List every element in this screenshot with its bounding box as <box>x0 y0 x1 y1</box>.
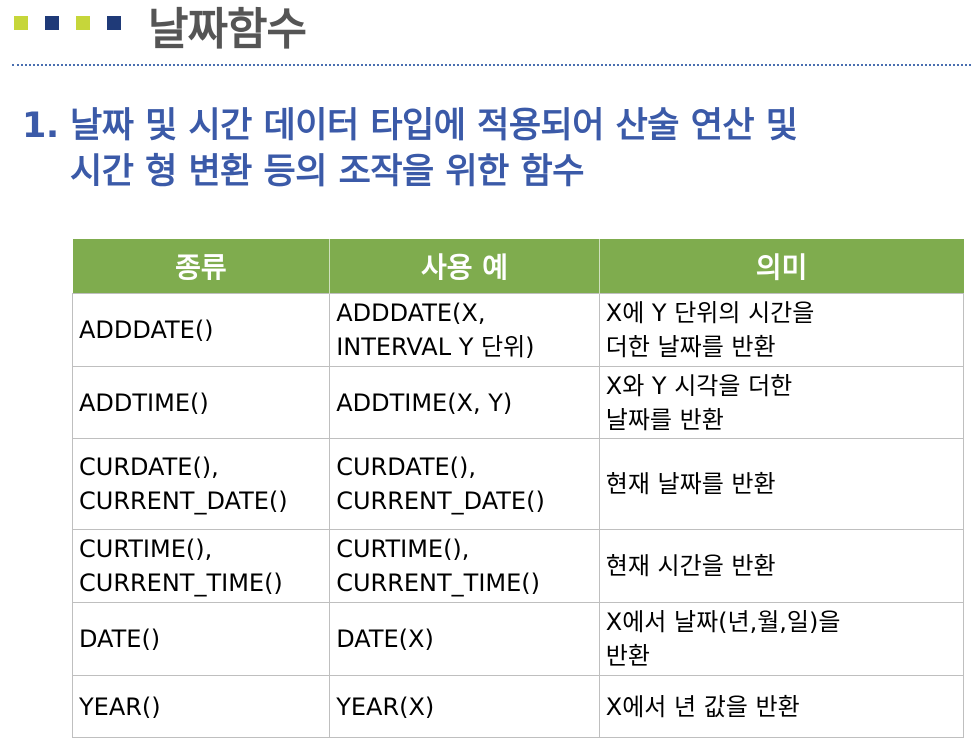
cell-kind: ADDDATE() <box>71 293 331 367</box>
cell-kind: YEAR() <box>71 675 331 738</box>
cell-example: CURDATE(), CURRENT_DATE() <box>329 438 600 530</box>
cell-meaning: X에서 날짜(년,월,일)을 반환 <box>598 602 965 676</box>
page-title: 날짜함수 <box>148 4 307 55</box>
slide-header: 날짜함수 <box>0 0 971 66</box>
bullet-square-icon <box>76 16 90 30</box>
date-function-table: 종류 사용 예 의미 ADDDATE() ADDDATE(X, INTERVAL … <box>71 239 965 738</box>
cell-kind: CURTIME(), CURRENT_TIME() <box>71 529 331 603</box>
cell-kind: DATE() <box>71 602 331 676</box>
table-header-row: 종류 사용 예 의미 <box>72 239 964 294</box>
section-heading: 1. 날짜 및 시간 데이터 타입에 적용되어 산술 연산 및 시간 형 변환 등… <box>22 103 962 195</box>
cell-meaning: X에서 년 값을 반환 <box>598 675 965 738</box>
heading-line-1: 1. 날짜 및 시간 데이터 타입에 적용되어 산술 연산 및 <box>22 103 962 149</box>
bullet-square-icon <box>45 16 59 30</box>
cell-meaning: X에 Y 단위의 시간을 더한 날짜를 반환 <box>598 293 965 367</box>
cell-meaning: 현재 날짜를 반환 <box>598 438 965 530</box>
cell-meaning: X와 Y 시각을 더한 날짜를 반환 <box>598 366 965 439</box>
cell-kind: CURDATE(), CURRENT_DATE() <box>71 438 331 530</box>
table-row: ADDTIME() ADDTIME(X, Y) X와 Y 시각을 더한 날짜를 반… <box>71 366 965 439</box>
cell-kind: ADDTIME() <box>71 366 331 439</box>
heading-number: 1. <box>22 106 59 146</box>
cell-meaning: 현재 시간을 반환 <box>598 529 965 603</box>
heading-text-1: 날짜 및 시간 데이터 타입에 적용되어 산술 연산 및 <box>70 106 798 146</box>
dotted-divider <box>12 64 971 66</box>
column-header-meaning: 의미 <box>599 239 964 294</box>
bullet-square-icon <box>14 16 28 30</box>
column-header-kind: 종류 <box>72 239 331 294</box>
table-row: DATE() DATE(X) X에서 날짜(년,월,일)을 반환 <box>71 602 965 676</box>
cell-example: ADDTIME(X, Y) <box>329 366 600 439</box>
cell-example: YEAR(X) <box>329 675 600 738</box>
heading-line-2: 시간 형 변환 등의 조작을 위한 함수 <box>70 152 584 192</box>
cell-example: CURTIME(), CURRENT_TIME() <box>329 529 600 603</box>
table-row: ADDDATE() ADDDATE(X, INTERVAL Y 단위) X에 Y … <box>71 293 965 367</box>
table-row: CURDATE(), CURRENT_DATE() CURDATE(), CURRE… <box>71 438 965 530</box>
table-row: CURTIME(), CURRENT_TIME() CURTIME(), CURRE… <box>71 529 965 603</box>
column-header-example: 사용 예 <box>329 239 600 294</box>
bullet-square-icon <box>107 16 121 30</box>
cell-example: ADDDATE(X, INTERVAL Y 단위) <box>329 293 600 367</box>
cell-example: DATE(X) <box>329 602 600 676</box>
table-row: YEAR() YEAR(X) X에서 년 값을 반환 <box>71 675 965 738</box>
